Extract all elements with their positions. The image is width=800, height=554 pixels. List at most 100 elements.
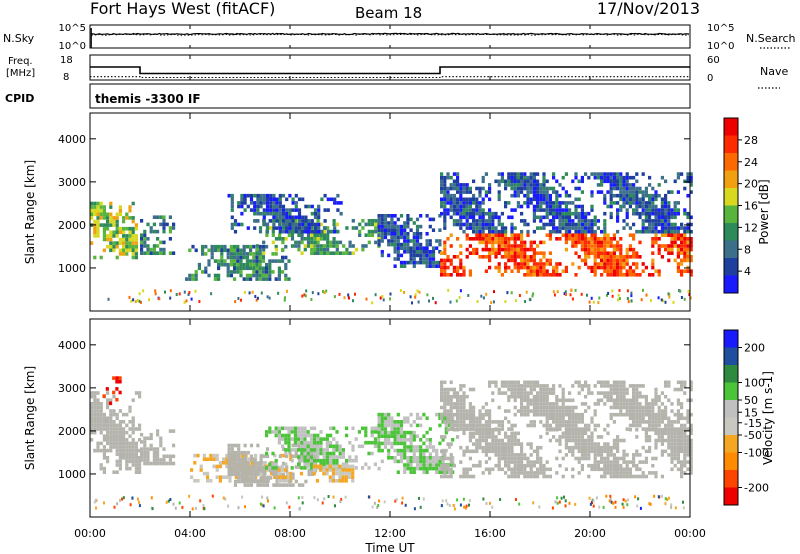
vel-cells-cell-8 bbox=[622, 438, 626, 443]
vel-cells-cell-8 bbox=[484, 431, 488, 436]
vel-cells-cell-4 bbox=[240, 472, 244, 477]
vel-cells-cell-5 bbox=[290, 430, 294, 434]
vel-cells-speckle bbox=[224, 497, 227, 501]
vel-cells-cell-4 bbox=[262, 465, 266, 469]
vel-cells-cell-8 bbox=[584, 445, 588, 450]
power-cells-cell-6 bbox=[456, 273, 460, 277]
power-cells-cell-6 bbox=[683, 255, 687, 259]
power-cells-cell-6 bbox=[491, 244, 495, 248]
vel-cells-cell-7 bbox=[419, 438, 423, 442]
power-cells-cell-6 bbox=[468, 237, 472, 241]
vel-cells-cell-5 bbox=[313, 444, 317, 449]
power-cells-cell-1 bbox=[159, 240, 163, 245]
vel-cells-cell-8 bbox=[497, 460, 501, 464]
vel-cells-cell-0 bbox=[125, 441, 129, 446]
power-cells-cell-7 bbox=[523, 175, 527, 180]
power-cells-cell-6 bbox=[558, 273, 562, 277]
power-cells-cell-7 bbox=[491, 219, 495, 223]
vel-cells-cell-9 bbox=[449, 380, 453, 385]
vel-cells-cell-9 bbox=[536, 405, 540, 410]
vel-cells-cell-4 bbox=[249, 476, 254, 480]
power-cells-cell-6 bbox=[539, 262, 543, 266]
freq-tick-top: 18 bbox=[60, 55, 73, 66]
power-cells-cell-7 bbox=[670, 226, 674, 230]
power-cells-cell-7 bbox=[446, 186, 450, 191]
vel-cells-cell-8 bbox=[478, 445, 482, 450]
vel-cells-cell-2 bbox=[143, 458, 147, 462]
power-cells-cell-7 bbox=[667, 226, 671, 230]
power-cells-cell-2 bbox=[268, 273, 272, 278]
cpid-panel: CPID themis -3300 IF bbox=[5, 83, 691, 109]
vel-cells-cell-7 bbox=[435, 456, 439, 460]
power-cells-cell-6 bbox=[657, 273, 661, 277]
vel-cells-cell-9 bbox=[520, 384, 524, 388]
vel-cells-cell-0 bbox=[118, 438, 122, 442]
vel-cells-cell-9 bbox=[548, 423, 552, 428]
vel-cells-cell-5 bbox=[329, 433, 333, 438]
power-cells-cell-4 bbox=[304, 219, 308, 223]
vel-cells-cell-9 bbox=[616, 391, 620, 395]
vel-cells-cell-4 bbox=[233, 472, 238, 477]
power-cells-cell-6 bbox=[657, 244, 661, 248]
power-cells-cell-6 bbox=[609, 258, 613, 263]
vel-cells-cell-8 bbox=[574, 431, 578, 436]
vel-cells-speckle bbox=[459, 503, 462, 507]
vel-cells-cell-8 bbox=[520, 456, 524, 461]
vel-cells-cell-4 bbox=[294, 450, 298, 455]
vel-cells-cell-9 bbox=[558, 384, 562, 388]
power-cells-cell-4 bbox=[240, 201, 244, 205]
vel-cells-cell-4 bbox=[310, 450, 314, 455]
vel-cells-cell-6 bbox=[312, 464, 316, 469]
vel-cells-speckle bbox=[670, 505, 673, 509]
vel-cells-cell-8 bbox=[638, 474, 642, 479]
power-cells-cell-7 bbox=[520, 183, 524, 187]
power-cells-cell-3 bbox=[370, 219, 375, 223]
power-cells-cell-6 bbox=[593, 237, 597, 241]
power-cells-speckle bbox=[574, 288, 577, 292]
power-cells-cell-7 bbox=[561, 211, 565, 216]
power-cells-cell-0 bbox=[96, 223, 100, 227]
power-cells-cell-6 bbox=[552, 265, 556, 270]
power-cells-speckle bbox=[626, 297, 629, 300]
power-cells-cell-6 bbox=[526, 262, 530, 266]
vel-cells-cell-7 bbox=[396, 412, 400, 417]
vel-cells-cell-4 bbox=[246, 483, 250, 487]
vel-cells-cell-4 bbox=[253, 476, 257, 480]
vel-cells-cell-7 bbox=[441, 420, 445, 424]
power-cells-cell-5 bbox=[431, 246, 436, 250]
vel-cells-cell-6 bbox=[283, 468, 288, 472]
power-cells-cell-7 bbox=[536, 172, 540, 176]
power-cells-cell-4 bbox=[317, 215, 321, 220]
power-cells-cell-7 bbox=[484, 226, 488, 230]
vel-cells-cell-9 bbox=[651, 409, 655, 413]
power-cells-cell-7 bbox=[443, 201, 447, 205]
vel-cells-cell-4 bbox=[230, 447, 234, 451]
power-cells-cell-4 bbox=[339, 201, 343, 205]
power-cells-cell-6 bbox=[500, 233, 504, 237]
vel-cells-cell-9 bbox=[628, 416, 632, 421]
power-cells-cell-6 bbox=[552, 273, 556, 277]
vel-cells-cell-6 bbox=[315, 479, 320, 483]
vel-cells-cell-4 bbox=[253, 468, 257, 473]
vel-cells-cell-5 bbox=[306, 444, 310, 449]
power-cells-cell-5 bbox=[396, 224, 400, 229]
power-cells-cell-6 bbox=[446, 265, 450, 270]
power-cells-cell-0 bbox=[112, 216, 116, 220]
power-cells-cell-0 bbox=[122, 226, 126, 231]
power-cells-cell-7 bbox=[638, 211, 642, 216]
vel-cells-speckle bbox=[401, 501, 404, 505]
vel-cells-cell-6 bbox=[351, 475, 355, 479]
vel-cells-cell-4 bbox=[307, 472, 311, 477]
power-cells-cell-6 bbox=[616, 244, 620, 248]
power-cells-cell-6 bbox=[513, 265, 517, 270]
vel-cells-cell-7 bbox=[409, 445, 413, 449]
power-cells-cell-6 bbox=[571, 233, 575, 237]
power-cells-cell-0 bbox=[93, 201, 97, 206]
vel-cells-cell-9 bbox=[555, 420, 559, 424]
power-cells-cell-7 bbox=[443, 197, 447, 202]
vel-cells-cell-0 bbox=[138, 456, 142, 460]
vel-cells-cell-8 bbox=[673, 435, 677, 439]
vel-cells-cell-8 bbox=[632, 474, 636, 479]
vel-cells-cell-9 bbox=[465, 409, 469, 413]
power-cells-cell-7 bbox=[632, 193, 636, 198]
